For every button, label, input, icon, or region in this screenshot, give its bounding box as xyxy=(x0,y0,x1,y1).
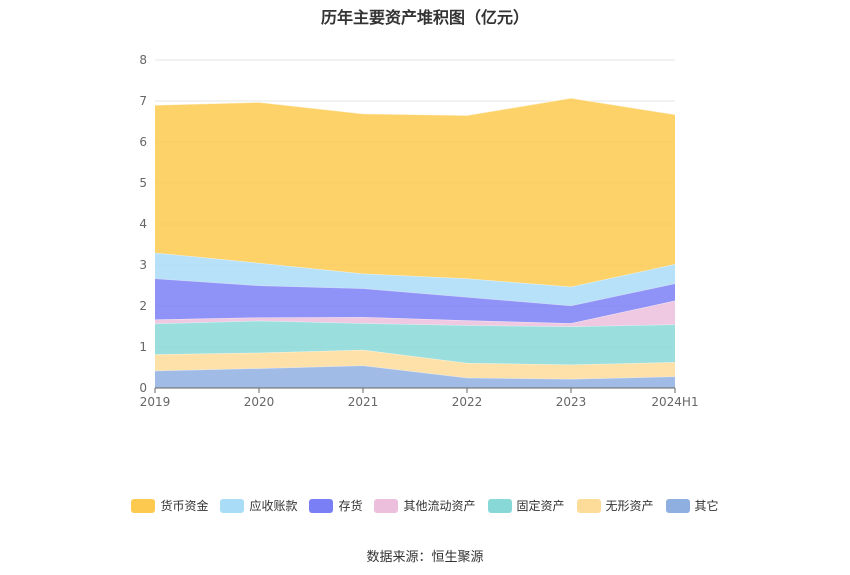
legend-item[interactable]: 应收账款 xyxy=(220,497,297,514)
legend-label: 其他流动资产 xyxy=(403,499,476,513)
y-tick-label: 1 xyxy=(139,340,147,354)
x-tick-label: 2020 xyxy=(244,395,275,409)
y-tick-label: 0 xyxy=(139,381,147,395)
legend-item[interactable]: 货币资金 xyxy=(131,497,208,514)
x-tick-label: 2022 xyxy=(452,395,483,409)
area-货币资金[interactable] xyxy=(155,98,675,287)
y-tick-label: 3 xyxy=(139,258,147,272)
y-tick-label: 8 xyxy=(139,53,147,67)
y-tick-label: 5 xyxy=(139,176,147,190)
legend-swatch xyxy=(487,498,512,513)
data-source: 数据来源：恒生聚源 xyxy=(366,550,484,565)
chart-title: 历年主要资产堆积图（亿元） xyxy=(320,8,529,27)
area-series xyxy=(154,97,676,388)
area-其他流动资产[interactable] xyxy=(155,300,675,327)
legend-item[interactable]: 固定资产 xyxy=(487,497,565,514)
legend-label: 货币资金 xyxy=(160,499,209,513)
legend-swatch xyxy=(374,498,399,513)
legend-label: 其它 xyxy=(694,499,719,513)
x-tick-label: 2019 xyxy=(140,395,171,409)
legend-swatch xyxy=(309,498,334,513)
legend-swatch xyxy=(576,498,601,513)
legend-item[interactable]: 存货 xyxy=(309,497,362,514)
y-tick-label: 2 xyxy=(139,299,147,313)
legend-label: 无形资产 xyxy=(605,499,654,513)
y-tick-label: 4 xyxy=(139,217,147,231)
legend-swatch xyxy=(220,498,245,513)
x-tick-label: 2023 xyxy=(556,395,587,409)
legend-item[interactable]: 其它 xyxy=(665,497,719,514)
legend-label: 固定资产 xyxy=(516,499,565,513)
area-edge-货币资金 xyxy=(154,97,676,116)
x-tick-label: 2021 xyxy=(348,395,379,409)
area-无形资产[interactable] xyxy=(155,349,675,379)
y-tick-label: 7 xyxy=(139,94,147,108)
legend-swatch xyxy=(131,498,156,513)
legend: 货币资金 应收账款 存货 其他流动资产 固定资产 无形资产 其它 xyxy=(0,497,850,514)
area-其它[interactable] xyxy=(155,365,675,388)
axes: 0 1 2 3 4 5 6 7 8 2019 2020 2021 2022 2023 2024H1 xyxy=(139,53,698,409)
legend-swatch xyxy=(665,498,690,513)
legend-item[interactable]: 其他流动资产 xyxy=(374,497,476,514)
y-tick-label: 6 xyxy=(139,135,147,149)
area-存货[interactable] xyxy=(155,278,675,324)
legend-item[interactable]: 无形资产 xyxy=(576,497,654,514)
area-固定资产[interactable] xyxy=(155,320,675,365)
legend-label: 存货 xyxy=(338,499,363,513)
legend-label: 应收账款 xyxy=(249,499,298,513)
x-tick-label: 2024H1 xyxy=(651,395,698,409)
